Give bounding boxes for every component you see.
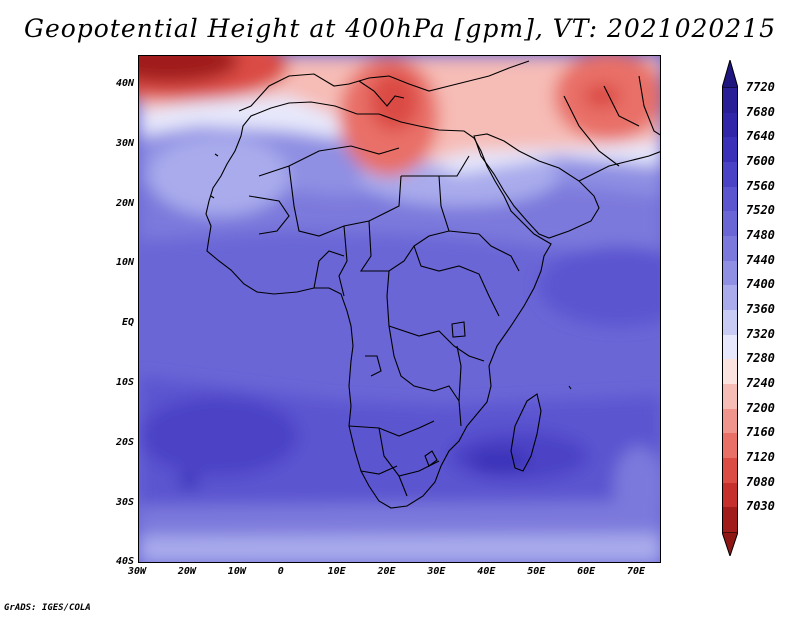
colorbar-segment	[722, 433, 738, 459]
colorbar-segment	[722, 260, 738, 286]
grads-credit: GrADS: IGES/COLA	[4, 603, 91, 613]
colorbar-label: 7640	[746, 129, 775, 144]
colorbar-label: 7360	[746, 302, 775, 317]
map-canvas	[139, 56, 660, 562]
longitude-label: 0	[277, 566, 284, 577]
colorbar-top-arrow	[722, 60, 738, 88]
latitude-label: EQ	[121, 317, 134, 329]
colorbar-segment	[722, 236, 738, 262]
colorbar-label: 7320	[746, 326, 775, 341]
colorbar-segment	[722, 88, 738, 114]
longitude-label: 20E	[377, 566, 396, 577]
longitude-label: 30W	[128, 566, 147, 577]
colorbar-segment	[722, 507, 738, 533]
colorbar-label: 7600	[746, 154, 775, 168]
colorbar-segment	[722, 285, 738, 311]
colorbar-label: 7200	[746, 400, 775, 415]
colorbar-segment	[722, 162, 738, 188]
colorbar-label: 7240	[746, 376, 775, 391]
colorbar-segment	[722, 359, 738, 385]
latitude-label: 30S	[115, 496, 134, 508]
longitude-label: 10W	[227, 566, 246, 577]
colorbar-segment	[722, 458, 738, 484]
colorbar-segment	[722, 211, 738, 237]
latitude-label: 20N	[115, 197, 134, 209]
map-title: Geopotential Height at 400hPa [gpm], VT:…	[23, 14, 777, 43]
colorbar-segment	[722, 112, 738, 138]
colorbar-segment	[722, 186, 738, 212]
latitude-label: 10S	[115, 377, 134, 388]
colorbar-segment	[722, 482, 738, 508]
longitude-label: 40E	[477, 566, 496, 577]
latitude-label: 20S	[115, 436, 134, 448]
colorbar-segment	[722, 310, 738, 336]
colorbar-segment	[722, 408, 738, 434]
colorbar-segment	[722, 334, 738, 360]
longitude-label: 60E	[577, 566, 596, 577]
colorbar-label: 7560	[746, 178, 775, 193]
longitude-label: 50E	[527, 566, 546, 577]
colorbar-label: 7120	[746, 450, 775, 465]
colorbar-label: 7680	[746, 104, 775, 119]
latitude-label: 40S	[115, 556, 134, 568]
longitude-label: 30E	[427, 566, 446, 577]
colorbar-label: 7440	[746, 252, 775, 267]
longitude-label: 70E	[627, 566, 646, 577]
colorbar-bottom-arrow	[722, 532, 738, 556]
coastlines	[205, 60, 660, 509]
latitude-label: 10N	[115, 257, 134, 269]
colorbar-label: 7080	[746, 474, 775, 489]
latitude-label: 40N	[115, 78, 134, 89]
colorbar-label: 7160	[746, 425, 775, 440]
colorbar-segment	[722, 137, 738, 163]
geopotential-map	[138, 55, 661, 563]
colorbar-label: 7480	[746, 228, 775, 243]
colorbar-label: 7520	[746, 203, 775, 218]
colorbar-label: 7030	[746, 499, 775, 514]
latitude-label: 30N	[115, 137, 134, 149]
colorbar-label: 7400	[746, 277, 775, 292]
colorbar-label: 7280	[746, 351, 775, 366]
colorbar-segment	[722, 384, 738, 410]
colorbar-label: 7720	[746, 80, 775, 94]
longitude-label: 20W	[177, 566, 196, 577]
longitude-label: 10E	[327, 566, 346, 577]
